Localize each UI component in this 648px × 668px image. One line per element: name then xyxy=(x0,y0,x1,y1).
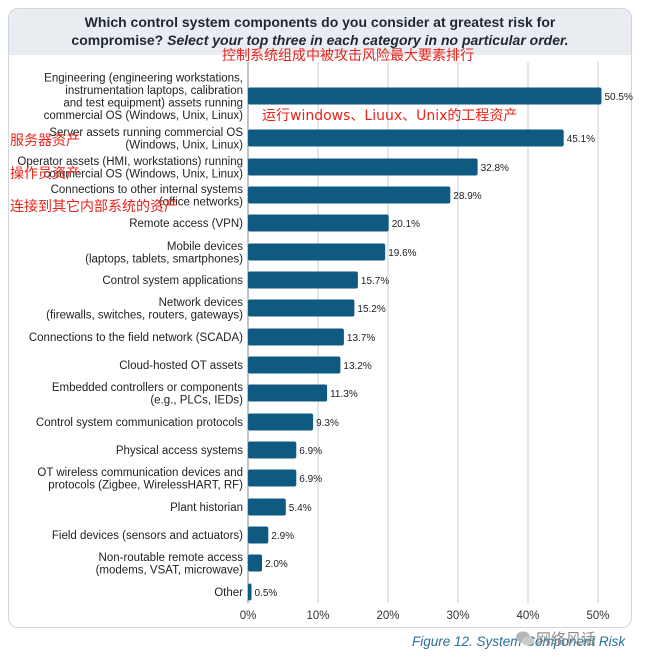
bar xyxy=(248,441,297,459)
category-label: Connections to the field network (SCADA) xyxy=(29,332,243,344)
bar-value-label: 2.0% xyxy=(265,559,288,570)
x-tick-label: 50% xyxy=(586,610,609,622)
bar xyxy=(248,271,358,289)
x-tick-label: 30% xyxy=(446,610,469,622)
category-label: Operator assets (HMI, workstations) runn… xyxy=(17,156,243,181)
annotation-title-cn: 控制系统组成中被攻击风险最大要素排行 xyxy=(222,48,474,64)
bar-value-label: 13.2% xyxy=(343,361,371,372)
category-label: Connections to other internal systems (of… xyxy=(51,184,244,209)
bar-value-label: 6.9% xyxy=(299,446,322,457)
bar-value-label: 19.6% xyxy=(388,248,416,259)
bar-value-label: 50.5% xyxy=(605,92,633,103)
bar xyxy=(248,129,564,147)
bar xyxy=(248,498,286,516)
bar-value-label: 11.3% xyxy=(330,389,358,400)
bar xyxy=(248,384,328,402)
category-label: Field devices (sensors and actuators) xyxy=(52,530,243,542)
category-label: OT wireless communication devices and pro… xyxy=(37,467,243,492)
annotation-server-assets-cn: 服务器资产 xyxy=(10,133,80,149)
x-tick-label: 20% xyxy=(376,610,399,622)
chart-title-line-2: compromise? Select your top three in eac… xyxy=(9,32,631,48)
bar xyxy=(248,158,478,176)
chart-header xyxy=(9,9,631,55)
bar xyxy=(248,356,341,374)
bar-value-label: 6.9% xyxy=(299,474,322,485)
watermark-text: 网络风话 xyxy=(536,630,597,648)
wechat-logo-icon xyxy=(516,631,534,646)
bar-value-label: 0.5% xyxy=(255,588,278,599)
bar-value-label: 2.9% xyxy=(271,531,294,542)
figure-caption: Figure 12. System Component Risk xyxy=(412,634,626,649)
bar-value-label: 32.8% xyxy=(481,163,509,174)
annotation-operator-assets-cn: 操作员资产 xyxy=(10,166,80,182)
bar xyxy=(248,583,252,601)
bar-value-label: 20.1% xyxy=(392,219,420,230)
category-label: Network devices (firewalls, switches, rou… xyxy=(46,297,243,322)
category-label: Server assets running commercial OS (Wind… xyxy=(49,127,243,152)
x-tick-label: 40% xyxy=(516,610,539,622)
bar-value-label: 15.2% xyxy=(357,304,385,315)
bar xyxy=(248,554,262,572)
chart-title-question: compromise? xyxy=(71,32,168,48)
bar-value-label: 15.7% xyxy=(361,276,389,287)
category-label: Remote access (VPN) xyxy=(129,218,243,230)
bar xyxy=(248,413,314,431)
chart-title-line-1: Which control system components do you c… xyxy=(84,14,556,30)
bar xyxy=(248,299,355,317)
bar-value-label: 28.9% xyxy=(453,191,481,202)
category-label: Control system communication protocols xyxy=(36,417,243,429)
bar-value-label: 45.1% xyxy=(567,134,595,145)
bar xyxy=(248,328,344,346)
category-label: Non-routable remote access (modems, VSAT,… xyxy=(96,552,244,577)
category-label: Physical access systems xyxy=(116,445,243,457)
category-label: Engineering (engineering workstations, in… xyxy=(44,72,244,122)
bar-value-label: 13.7% xyxy=(347,333,375,344)
annotation-windows-assets-cn: 运行windows、Liuux、Unix的工程资产 xyxy=(262,108,518,124)
category-label: Control system applications xyxy=(102,275,243,287)
bar-value-label: 5.4% xyxy=(289,503,312,514)
annotation-connections-cn: 连接到其它内部系统的资产 xyxy=(10,199,178,215)
bar-value-label: 9.3% xyxy=(316,418,339,429)
bar xyxy=(248,243,386,261)
category-label: Plant historian xyxy=(170,502,243,514)
bar xyxy=(248,526,269,544)
chart-frame xyxy=(8,8,632,628)
category-label: Other xyxy=(214,587,243,599)
bar xyxy=(248,214,389,232)
category-label: Cloud-hosted OT assets xyxy=(119,360,243,372)
bar xyxy=(248,186,451,204)
x-tick-label: 10% xyxy=(306,610,329,622)
x-tick-label: 0% xyxy=(240,610,257,622)
category-label: Mobile devices (laptops, tablets, smartph… xyxy=(85,241,243,266)
category-label: Embedded controllers or components (e.g.,… xyxy=(52,382,243,407)
bar xyxy=(248,87,602,105)
chart-title-instruction: Select your top three in each category i… xyxy=(167,32,569,48)
bar xyxy=(248,469,297,487)
